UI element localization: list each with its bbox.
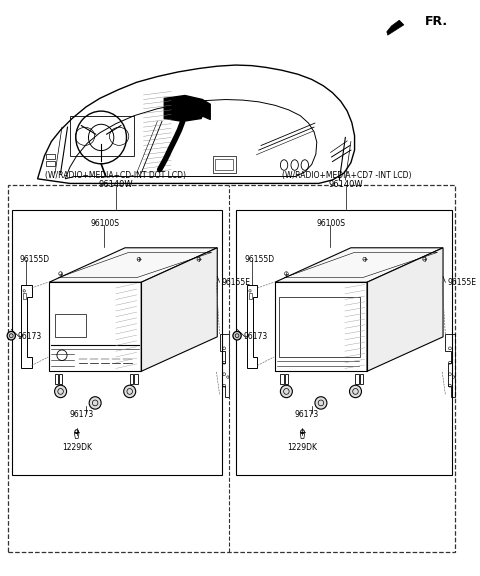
Text: 1229DK: 1229DK [62,444,92,452]
Ellipse shape [233,331,241,340]
Ellipse shape [89,397,101,409]
Text: 96155D: 96155D [245,255,275,264]
Text: 1229DK: 1229DK [288,444,317,452]
Polygon shape [164,96,203,122]
Bar [236,210,452,475]
Text: 96155E: 96155E [448,278,477,287]
Ellipse shape [7,331,15,340]
Bar [12,210,222,475]
Ellipse shape [349,385,361,397]
Text: 96140W: 96140W [98,180,133,189]
Text: 96100S: 96100S [91,219,120,228]
Text: 96140W: 96140W [329,180,363,189]
Ellipse shape [55,385,67,397]
Ellipse shape [315,397,327,409]
Ellipse shape [280,385,292,397]
Ellipse shape [124,385,136,397]
Text: (W/RADIO+MEDIA+CD7 -INT LCD): (W/RADIO+MEDIA+CD7 -INT LCD) [282,172,411,180]
Bar [8,184,455,552]
Text: 96173: 96173 [69,410,94,419]
Text: (W/RADIO+MEDIA+CD-INT DOT LCD): (W/RADIO+MEDIA+CD-INT DOT LCD) [46,172,186,180]
Text: 96100S: 96100S [316,219,345,228]
Text: 96173: 96173 [243,332,268,342]
Polygon shape [367,248,443,372]
Text: 96155D: 96155D [19,255,49,264]
Text: 96173: 96173 [295,410,319,419]
Text: FR.: FR. [425,15,448,28]
Text: 96173: 96173 [18,332,42,342]
Polygon shape [141,248,217,372]
Polygon shape [387,20,404,35]
Polygon shape [201,100,210,120]
Text: 96155E: 96155E [222,278,251,287]
Polygon shape [49,248,217,282]
Polygon shape [275,248,443,282]
